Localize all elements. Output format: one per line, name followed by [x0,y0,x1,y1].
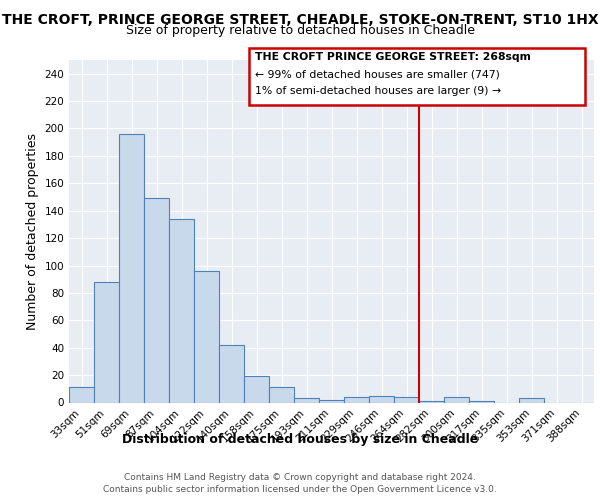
Bar [144,198,169,402]
Text: THE CROFT, PRINCE GEORGE STREET, CHEADLE, STOKE-ON-TRENT, ST10 1HX: THE CROFT, PRINCE GEORGE STREET, CHEADLE… [2,12,598,26]
Text: Size of property relative to detached houses in Cheadle: Size of property relative to detached ho… [125,24,475,37]
Text: Contains public sector information licensed under the Open Government Licence v3: Contains public sector information licen… [103,485,497,494]
Bar [294,398,319,402]
Bar [369,396,394,402]
Bar [319,400,344,402]
Bar [469,401,494,402]
Bar [244,376,269,402]
Bar [69,388,94,402]
Bar [519,398,544,402]
Bar [94,282,119,403]
Y-axis label: Number of detached properties: Number of detached properties [26,132,39,330]
Text: 1% of semi-detached houses are larger (9) →: 1% of semi-detached houses are larger (9… [255,86,501,97]
Text: ← 99% of detached houses are smaller (747): ← 99% of detached houses are smaller (74… [255,70,500,80]
Bar [419,401,444,402]
Bar [269,388,294,402]
Text: THE CROFT PRINCE GEORGE STREET: 268sqm: THE CROFT PRINCE GEORGE STREET: 268sqm [255,52,531,62]
Bar [344,397,369,402]
Bar [119,134,144,402]
Bar [394,397,419,402]
Text: Distribution of detached houses by size in Cheadle: Distribution of detached houses by size … [122,432,478,446]
Bar [194,271,219,402]
Bar [169,219,194,402]
Bar [444,397,469,402]
Text: Contains HM Land Registry data © Crown copyright and database right 2024.: Contains HM Land Registry data © Crown c… [124,472,476,482]
Bar [219,345,244,403]
